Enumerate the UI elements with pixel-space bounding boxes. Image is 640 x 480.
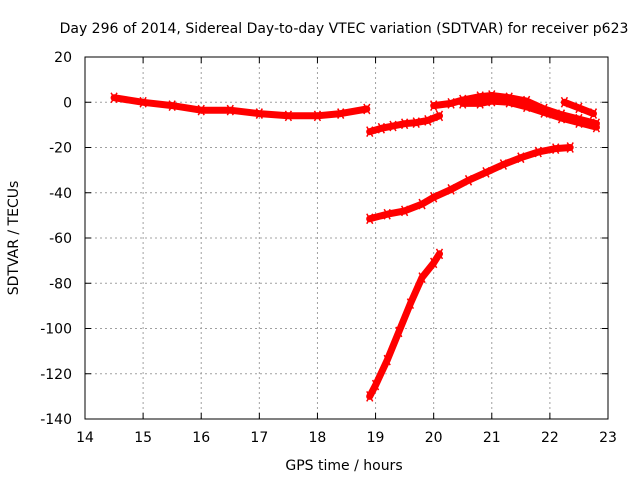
x-tick-label: 16 (192, 430, 210, 446)
data-point (412, 117, 420, 128)
data-point (363, 103, 371, 115)
data-point (337, 108, 345, 119)
data-point (366, 126, 374, 138)
y-tick-label: -80 (49, 276, 72, 292)
data-point (418, 198, 426, 210)
data-point (447, 183, 455, 195)
data-point (430, 191, 438, 203)
x-tick-label: 18 (309, 430, 327, 446)
data-point (110, 92, 118, 104)
data-point (517, 152, 525, 164)
data-point (459, 97, 467, 109)
data-point (284, 110, 293, 122)
data-point (560, 96, 569, 108)
x-axis-label: GPS time / hours (285, 458, 402, 474)
y-tick-label: -100 (40, 322, 72, 338)
y-axis-label: SDTVAR / TECUs (6, 181, 22, 296)
y-tick-label: -20 (49, 141, 72, 157)
data-point (226, 104, 234, 116)
data-point (575, 117, 583, 128)
data-series-track-2 (366, 110, 444, 138)
data-point (575, 102, 583, 114)
data-point (313, 110, 322, 122)
data-series-track-6 (366, 142, 574, 225)
x-tick-label: 22 (541, 430, 559, 446)
data-point (197, 104, 205, 116)
data-point (366, 213, 374, 225)
y-tick-label: 20 (54, 50, 72, 66)
x-tick-label: 21 (483, 430, 501, 446)
y-tick-label: -120 (40, 367, 72, 383)
data-series-track-1 (110, 92, 371, 122)
data-point (168, 100, 176, 112)
y-tick-label: -40 (49, 186, 72, 202)
data-point (476, 97, 484, 109)
data-series-track-7 (366, 248, 444, 402)
y-tick-label: -60 (49, 231, 72, 247)
axis-ticks: 14 15 16 17 18 19 20 21 22 23 -140 -120 -100 -80 -60 -4… (40, 50, 617, 446)
data-series-track-4 (459, 95, 601, 133)
data-point (557, 112, 566, 124)
data-point (430, 100, 438, 112)
data-point (534, 146, 542, 158)
data-point (389, 120, 397, 132)
data-point (499, 159, 508, 170)
data-series-track-5 (560, 96, 598, 119)
data-point (366, 390, 374, 402)
data-point (395, 326, 403, 338)
data-point (377, 122, 386, 134)
x-tick-label: 20 (425, 430, 443, 446)
data-point (406, 298, 415, 309)
data-point (447, 97, 455, 109)
x-tick-label: 19 (367, 430, 385, 446)
data-point (488, 95, 496, 107)
data-point (435, 248, 444, 260)
data-point (400, 205, 409, 217)
data-point (383, 354, 391, 366)
x-tick-label: 23 (599, 430, 617, 446)
data-point (400, 118, 409, 130)
data-point (592, 121, 601, 133)
data-point (566, 142, 574, 153)
y-tick-label: 0 (63, 95, 72, 111)
x-tick-label: 15 (134, 430, 152, 446)
data-point (430, 257, 438, 269)
data-point (435, 110, 444, 122)
data-point (540, 107, 548, 118)
data-point (424, 114, 432, 126)
series-line (110, 94, 371, 120)
data-point (255, 108, 263, 119)
y-tick-label: -140 (40, 412, 72, 428)
data-point (589, 108, 598, 119)
x-tick-label: 17 (250, 430, 268, 446)
series-line (366, 250, 443, 400)
data-point (482, 167, 490, 178)
data-point (383, 208, 391, 220)
data-point (505, 96, 513, 108)
x-tick-label: 14 (76, 430, 94, 446)
data-point (418, 272, 426, 283)
chart-title: Day 296 of 2014, Sidereal Day-to-day VTE… (60, 21, 629, 37)
data-point (523, 101, 531, 113)
data-point (464, 174, 473, 186)
data-point (552, 143, 560, 155)
data-point (371, 379, 380, 391)
data-tracks (110, 90, 601, 402)
data-point (139, 96, 147, 108)
